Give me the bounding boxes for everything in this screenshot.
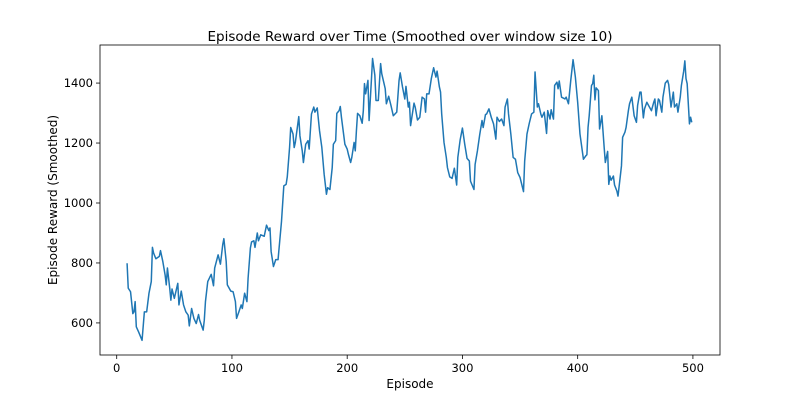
y-tick-label: 800 [71, 256, 93, 270]
x-tick-label: 400 [567, 361, 589, 375]
plot-area [126, 57, 693, 342]
x-tick-label: 100 [221, 361, 243, 375]
y-tick-label: 1000 [64, 196, 93, 210]
chart-title: Episode Reward over Time (Smoothed over … [208, 29, 613, 45]
y-tick-label: 1200 [64, 136, 93, 150]
x-tick-label: 500 [682, 361, 704, 375]
x-tick-label: 200 [336, 361, 358, 375]
y-tick-label: 600 [71, 316, 93, 330]
series-line [126, 57, 693, 342]
y-axis-label: Episode Reward (Smoothed) [46, 115, 60, 285]
y-tick-label: 1400 [64, 76, 93, 90]
x-axis: 0 100 200 300 400 500 [113, 355, 704, 375]
axes-frame [99, 44, 721, 356]
x-axis-label: Episode [386, 377, 433, 391]
x-tick-label: 300 [451, 361, 473, 375]
x-tick-label: 0 [113, 361, 120, 375]
y-axis: 600 800 1000 1200 1400 [64, 76, 100, 330]
